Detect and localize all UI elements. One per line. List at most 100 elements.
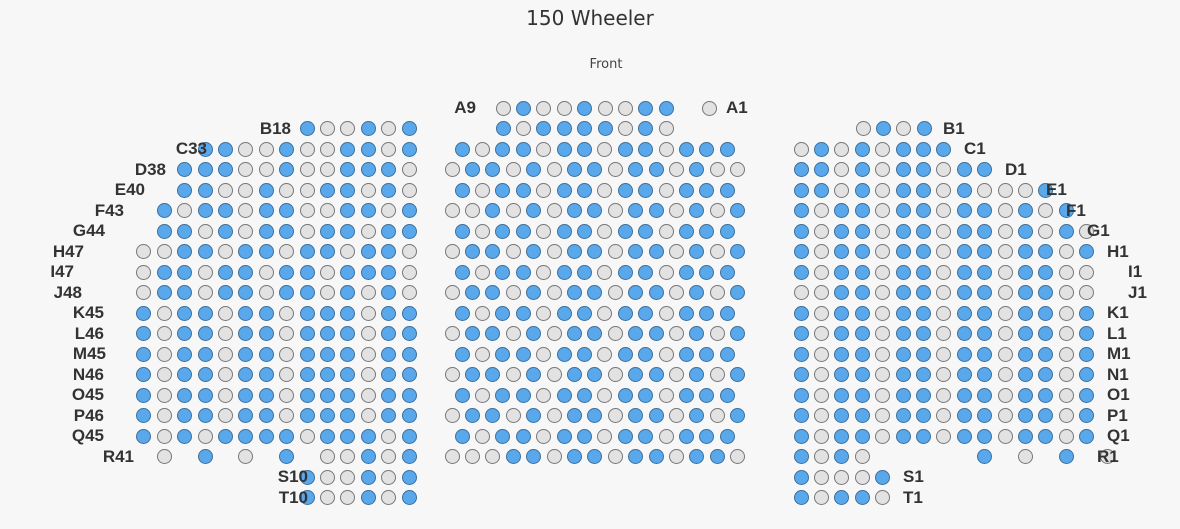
seat-right-D[interactable] [915,162,931,177]
seat-right-H[interactable] [1017,244,1033,259]
seat-right-E[interactable] [956,182,972,198]
seat-right-H[interactable] [915,244,931,259]
seat-right-P[interactable] [915,408,931,423]
seat-center-L[interactable] [505,326,521,341]
seat-center-H[interactable] [648,244,664,259]
seat-center-K[interactable] [617,305,633,321]
seat-right-K[interactable] [875,305,891,321]
seat-left-D[interactable] [299,162,315,177]
seat-center-I[interactable] [597,264,613,280]
seat-center-I[interactable] [576,264,592,280]
seat-center-I[interactable] [556,264,572,280]
seat-left-M[interactable] [401,346,417,362]
seat-left-O[interactable] [340,387,356,403]
seat-left-N[interactable] [177,367,193,382]
seat-center-Q[interactable] [495,428,511,444]
seat-center-Q[interactable] [556,428,572,444]
seat-left-P[interactable] [360,408,376,423]
seat-center-N[interactable] [689,367,705,382]
seat-left-N[interactable] [136,367,152,382]
seat-left-I[interactable] [381,264,397,280]
seat-right-K[interactable] [854,305,870,321]
seat-center-M[interactable] [536,346,552,362]
seat-left-E[interactable] [319,182,335,198]
seat-left-J[interactable] [217,285,233,300]
seat-center-M[interactable] [658,346,674,362]
seat-right-Q[interactable] [834,428,850,444]
seat-center-E[interactable] [495,182,511,198]
seat-right-L[interactable] [997,326,1013,341]
seat-left-Q[interactable] [340,428,356,444]
seat-center-M[interactable] [699,346,715,362]
seat-left-G[interactable] [299,223,315,239]
seat-center-B[interactable] [597,121,613,136]
seat-center-D[interactable] [566,162,582,177]
seat-center-R[interactable] [587,449,603,464]
seat-center-H[interactable] [730,244,746,259]
seat-center-L[interactable] [668,326,684,341]
seat-left-F[interactable] [319,203,335,218]
seat-center-A[interactable] [658,100,674,116]
seat-left-D[interactable] [319,162,335,177]
seat-right-D[interactable] [854,162,870,177]
seat-center-O[interactable] [658,387,674,403]
seat-left-H[interactable] [340,244,356,259]
seat-left-B[interactable] [340,121,356,136]
seat-left-O[interactable] [136,387,152,403]
seat-right-L[interactable] [854,326,870,341]
seat-center-O[interactable] [454,387,470,403]
seat-left-H[interactable] [197,244,213,259]
seat-left-K[interactable] [279,305,295,321]
seat-right-T[interactable] [854,490,870,505]
seat-left-J[interactable] [156,285,172,300]
seat-center-K[interactable] [474,305,490,321]
seat-right-P[interactable] [854,408,870,423]
seat-right-F[interactable] [834,203,850,218]
seat-left-F[interactable] [177,203,193,218]
seat-left-P[interactable] [258,408,274,423]
seat-left-D[interactable] [360,162,376,177]
seat-left-K[interactable] [340,305,356,321]
seat-center-N[interactable] [566,367,582,382]
seat-right-I[interactable] [1017,264,1033,280]
seat-left-J[interactable] [319,285,335,300]
seat-right-A[interactable] [701,100,717,116]
seat-right-O[interactable] [834,387,850,403]
seat-center-I[interactable] [638,264,654,280]
seat-center-L[interactable] [566,326,582,341]
seat-center-E[interactable] [678,182,694,198]
seat-left-B[interactable] [319,121,335,136]
seat-right-Q[interactable] [936,428,952,444]
seat-left-L[interactable] [319,326,335,341]
seat-center-E[interactable] [454,182,470,198]
seat-right-J[interactable] [834,285,850,300]
seat-right-I[interactable] [854,264,870,280]
seat-right-F[interactable] [875,203,891,218]
seat-right-O[interactable] [875,387,891,403]
seat-center-N[interactable] [485,367,501,382]
seat-center-M[interactable] [719,346,735,362]
seat-right-D[interactable] [813,162,829,177]
seat-left-E[interactable] [177,182,193,198]
seat-right-E[interactable] [915,182,931,198]
seat-center-G[interactable] [454,223,470,239]
seat-left-M[interactable] [360,346,376,362]
seat-right-M[interactable] [915,346,931,362]
seat-right-I[interactable] [997,264,1013,280]
seat-center-I[interactable] [515,264,531,280]
seat-left-N[interactable] [299,367,315,382]
seat-left-B[interactable] [299,121,315,136]
seat-left-E[interactable] [340,182,356,198]
seat-left-H[interactable] [238,244,254,259]
seat-center-G[interactable] [719,223,735,239]
seat-center-K[interactable] [495,305,511,321]
seat-right-S[interactable] [813,469,829,485]
seat-left-K[interactable] [136,305,152,321]
seat-center-E[interactable] [658,182,674,198]
seat-left-P[interactable] [319,408,335,423]
seat-right-D[interactable] [875,162,891,177]
seat-center-I[interactable] [474,264,490,280]
seat-center-D[interactable] [607,162,623,177]
seat-center-J[interactable] [607,285,623,300]
seat-left-M[interactable] [238,346,254,362]
